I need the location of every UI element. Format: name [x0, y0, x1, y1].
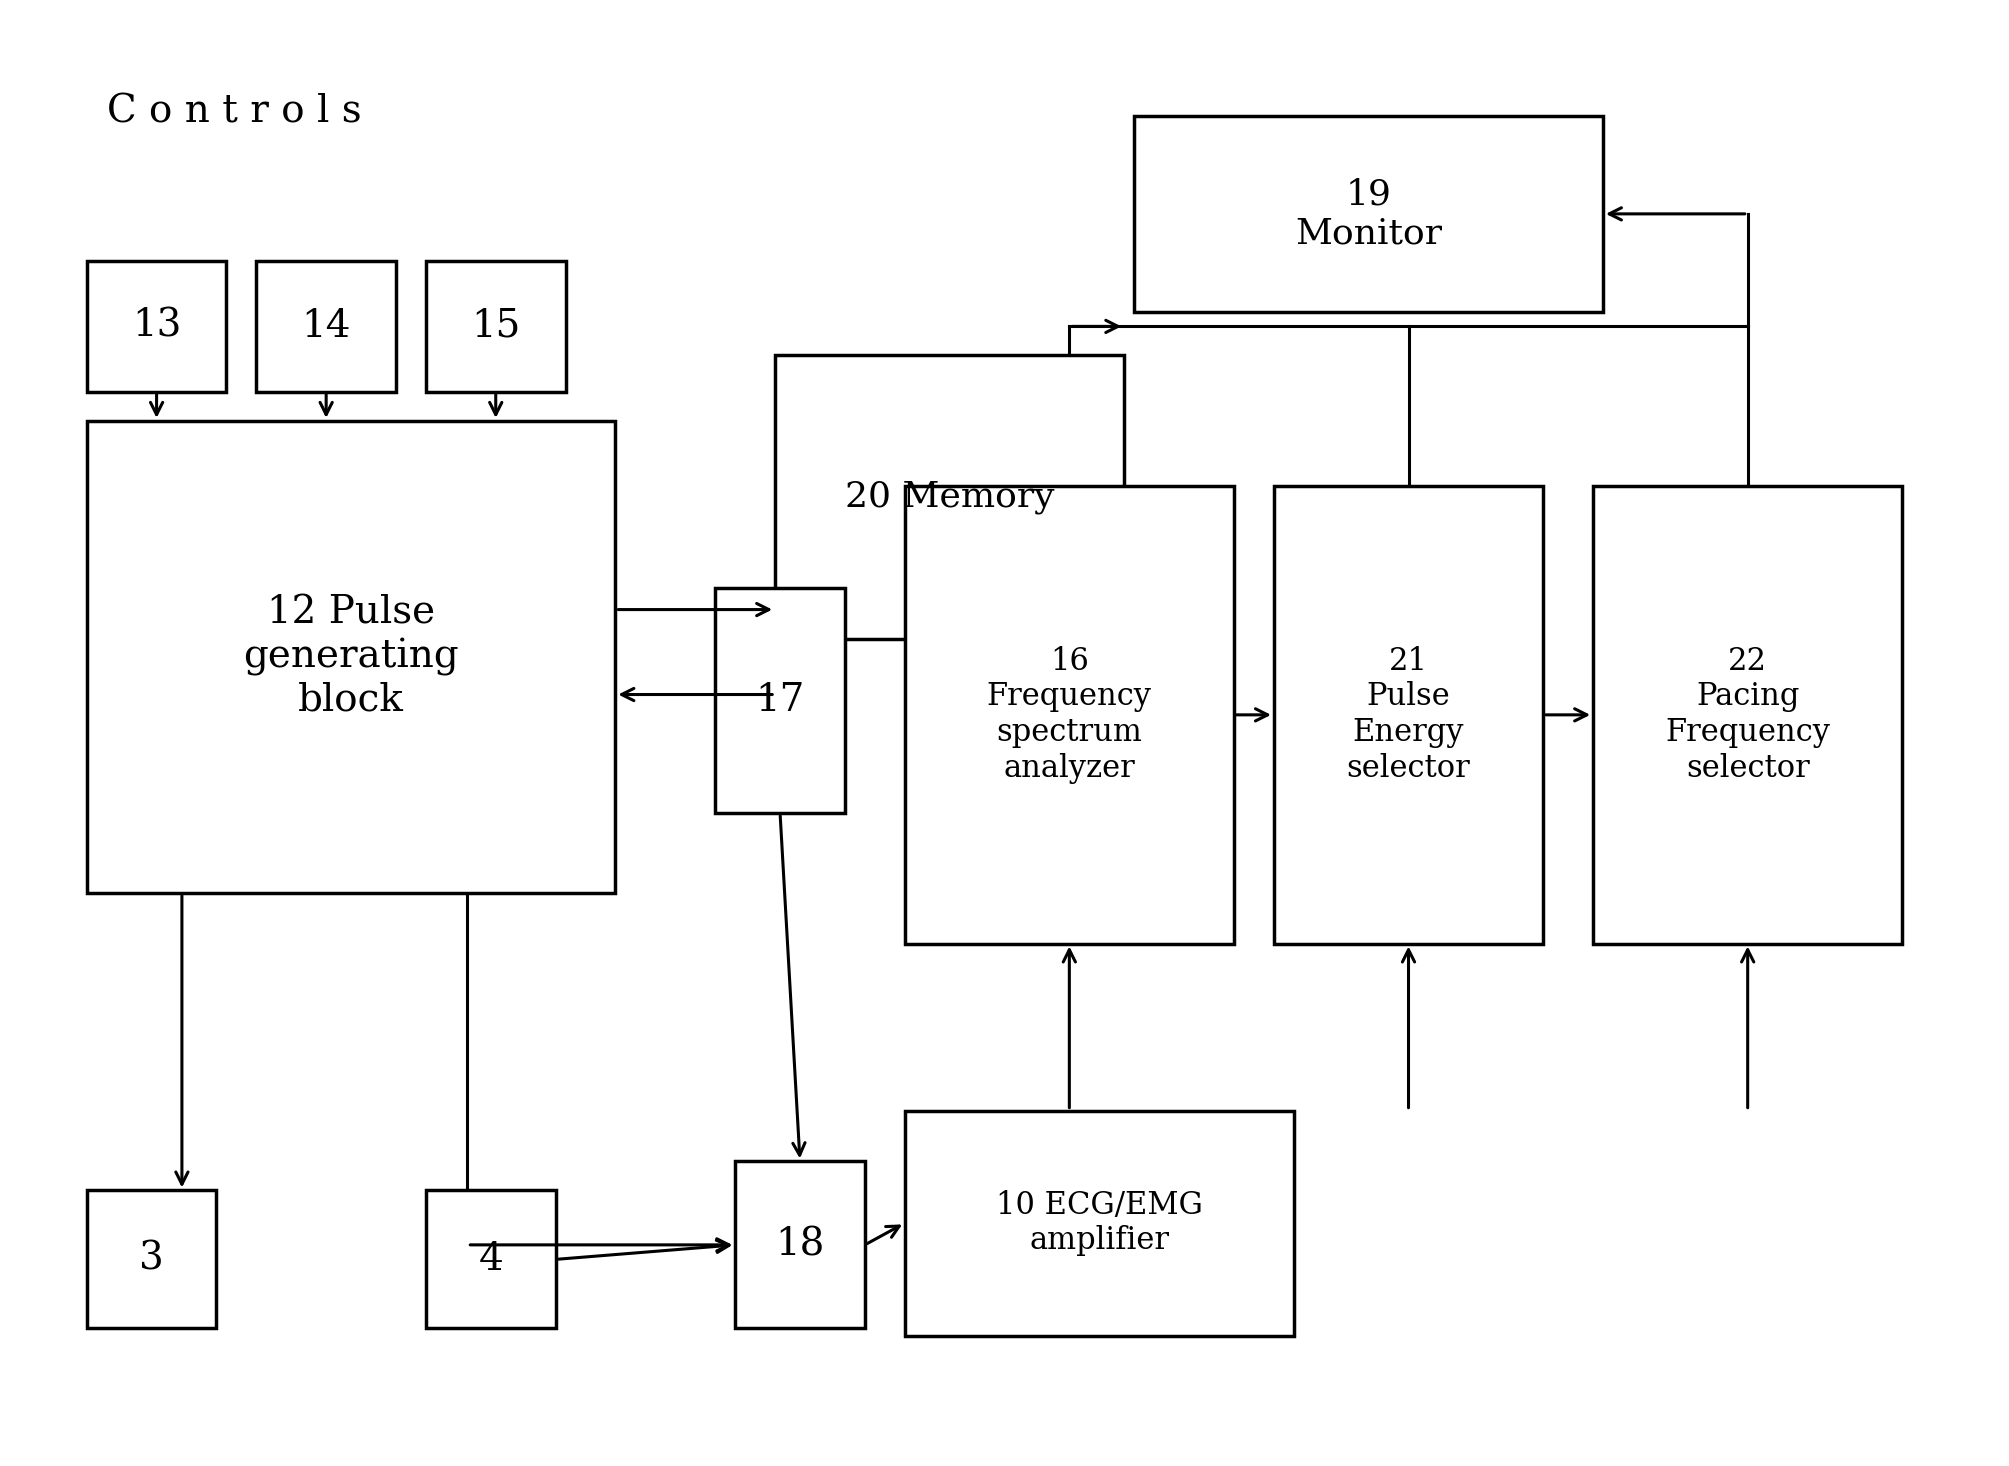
FancyBboxPatch shape — [426, 261, 567, 391]
Text: 17: 17 — [755, 682, 806, 718]
Text: 14: 14 — [301, 308, 352, 345]
Text: 3: 3 — [139, 1240, 165, 1278]
FancyBboxPatch shape — [86, 421, 615, 893]
Text: 18: 18 — [775, 1227, 824, 1264]
Text: 12 Pulse
generating
block: 12 Pulse generating block — [243, 595, 458, 718]
Text: 21
Pulse
Energy
selector: 21 Pulse Energy selector — [1346, 645, 1471, 784]
Text: 4: 4 — [478, 1240, 502, 1278]
Text: 19
Monitor: 19 Monitor — [1296, 177, 1442, 251]
FancyBboxPatch shape — [1135, 116, 1603, 312]
Text: 16
Frequency
spectrum
analyzer: 16 Frequency spectrum analyzer — [986, 645, 1151, 784]
Text: 10 ECG/EMG
amplifier: 10 ECG/EMG amplifier — [996, 1190, 1203, 1256]
FancyBboxPatch shape — [904, 1111, 1294, 1336]
FancyBboxPatch shape — [904, 487, 1234, 944]
FancyBboxPatch shape — [86, 261, 227, 391]
FancyBboxPatch shape — [426, 1190, 556, 1328]
FancyBboxPatch shape — [257, 261, 396, 391]
Text: 13: 13 — [133, 308, 181, 345]
FancyBboxPatch shape — [1593, 487, 1903, 944]
Text: C o n t r o l s: C o n t r o l s — [106, 94, 362, 130]
FancyBboxPatch shape — [715, 588, 846, 812]
FancyBboxPatch shape — [1274, 487, 1543, 944]
FancyBboxPatch shape — [735, 1161, 864, 1328]
Text: 20 Memory: 20 Memory — [846, 479, 1055, 515]
FancyBboxPatch shape — [775, 355, 1125, 639]
FancyBboxPatch shape — [86, 1190, 217, 1328]
Text: 15: 15 — [470, 308, 520, 345]
Text: 22
Pacing
Frequency
selector: 22 Pacing Frequency selector — [1665, 645, 1830, 784]
